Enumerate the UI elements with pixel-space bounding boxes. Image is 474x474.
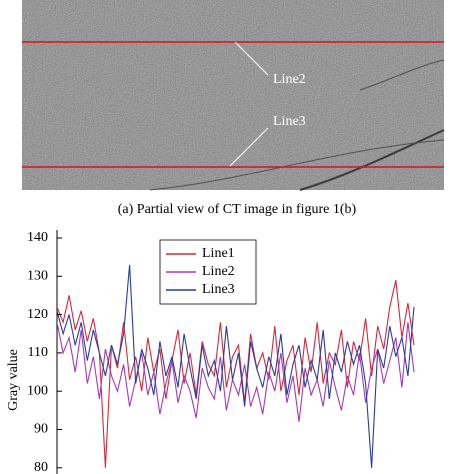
legend-label: Line3 <box>202 282 235 297</box>
series-line <box>57 279 415 468</box>
y-tick-label: 110 <box>28 345 48 360</box>
y-tick-label: 80 <box>34 460 48 474</box>
series-line <box>57 264 415 468</box>
legend-label: Line1 <box>202 246 235 261</box>
legend: Line1 Line2 Line3 <box>159 239 257 305</box>
y-tick-label: 100 <box>27 383 48 398</box>
y-tick-label: 120 <box>27 307 48 322</box>
image-label: Line2 <box>273 72 306 87</box>
series-line <box>57 322 415 422</box>
legend-label: Line2 <box>202 264 235 279</box>
y-tick-label: 130 <box>27 269 48 284</box>
plot-area <box>57 264 415 468</box>
image-label: Line3 <box>273 114 306 129</box>
y-tick-label: 140 <box>27 230 48 245</box>
y-tick-label: 90 <box>34 422 48 437</box>
caption: (a) Partial view of CT image in figure 1… <box>118 202 357 217</box>
ct-image: Line2 Line3 <box>22 0 445 191</box>
y-axis-label: Gray value <box>6 349 21 411</box>
